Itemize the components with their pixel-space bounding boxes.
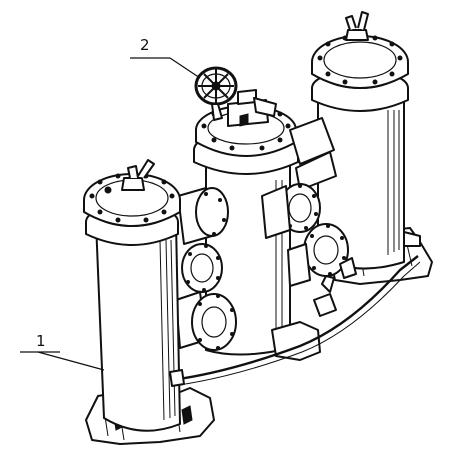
callout-label-1: 1 bbox=[36, 332, 46, 350]
handwheel bbox=[194, 66, 238, 121]
callout-label-2: 2 bbox=[140, 36, 150, 54]
callout-1: 1 bbox=[20, 332, 105, 371]
callout-2: 2 bbox=[130, 36, 201, 79]
left-filter-housing bbox=[83, 159, 215, 445]
connecting-pipework bbox=[171, 117, 421, 387]
